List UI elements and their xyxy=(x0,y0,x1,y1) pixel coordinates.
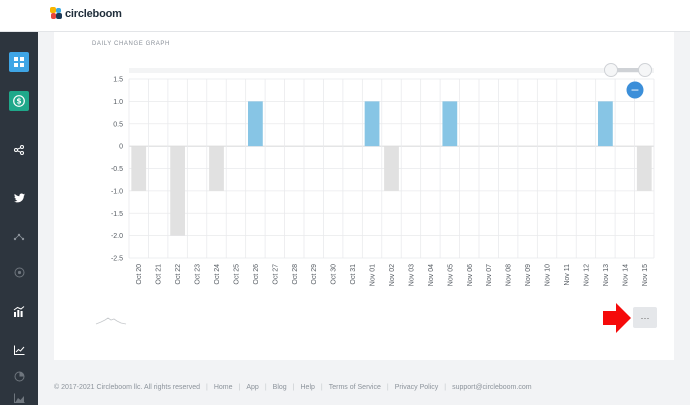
x-tick-label: Nov 15 xyxy=(642,264,649,286)
sidebar-item-pie[interactable] xyxy=(9,366,29,386)
analytics-icon xyxy=(13,305,25,317)
network-icon xyxy=(13,233,25,241)
sidebar-item-target[interactable] xyxy=(9,262,29,282)
bar-nov-15[interactable] xyxy=(636,146,652,191)
x-tick-label: Nov 04 xyxy=(428,264,435,286)
svg-text:$: $ xyxy=(16,97,21,106)
footer: © 2017-2021 Circleboom llc. All rights r… xyxy=(54,384,532,391)
zoom-out-button[interactable]: − xyxy=(626,81,644,99)
y-tick-label: 1.0 xyxy=(113,99,123,106)
x-tick-label: Oct 28 xyxy=(292,264,299,285)
range-scrollbar-track[interactable] xyxy=(129,68,654,73)
footer-link-blog[interactable]: Blog xyxy=(272,384,287,391)
footer-link-terms[interactable]: Terms of Service xyxy=(328,384,381,391)
x-tick-label: Nov 03 xyxy=(408,264,415,286)
zoom-out-icon: − xyxy=(630,84,639,97)
sidebar-item-dollar[interactable]: $ xyxy=(9,91,29,111)
red-arrow-annotation xyxy=(603,303,631,333)
share-icon xyxy=(14,145,24,155)
mini-sparkline xyxy=(95,317,127,325)
x-tick-label: Nov 10 xyxy=(545,264,552,286)
dollar-icon: $ xyxy=(13,95,25,107)
sidebar-item-share[interactable] xyxy=(9,140,29,160)
x-tick-label: Nov 13 xyxy=(603,264,610,286)
more-options-button[interactable]: ··· xyxy=(633,307,657,328)
daily-change-chart: 1.5 1.0 0.5 0 -0.5 -1.0 -1.5 -2.0 -2.5 Oct 20 Oct… xyxy=(95,63,655,325)
footer-link-help[interactable]: Help xyxy=(300,384,315,391)
x-tick-label: Nov 06 xyxy=(467,264,474,286)
bar-oct-24[interactable] xyxy=(209,146,224,191)
brand-name: circleboom xyxy=(65,8,122,20)
range-handle-right[interactable] xyxy=(638,63,652,77)
y-tick-label: 0 xyxy=(119,144,123,151)
y-tick-label: 0.5 xyxy=(113,121,123,128)
bar-nov-02[interactable] xyxy=(384,146,399,191)
y-tick-label: -1.0 xyxy=(111,188,123,195)
target-icon xyxy=(14,267,24,277)
x-tick-label: Nov 09 xyxy=(525,264,532,286)
y-tick-label: -1.5 xyxy=(111,211,123,218)
pie-icon xyxy=(14,371,24,381)
footer-link-privacy[interactable]: Privacy Policy xyxy=(394,384,439,391)
bar-oct-26[interactable] xyxy=(248,101,263,147)
footer-link-home[interactable]: Home xyxy=(213,384,233,391)
bar-nov-05[interactable] xyxy=(442,101,458,147)
bar-nov-01[interactable] xyxy=(364,101,380,147)
x-tick-label: Oct 23 xyxy=(195,264,202,285)
sidebar-item-network[interactable] xyxy=(9,227,29,247)
footer-link-app[interactable]: App xyxy=(246,384,259,391)
sidebar-item-area[interactable] xyxy=(9,388,29,405)
x-tick-label: Nov 01 xyxy=(370,264,377,286)
x-tick-label: Nov 11 xyxy=(564,264,571,286)
y-tick-label: -2.0 xyxy=(111,233,123,240)
bar-nov-13[interactable] xyxy=(598,101,613,147)
bar-oct-20[interactable] xyxy=(131,146,147,191)
circleboom-logo-icon xyxy=(50,7,62,21)
daily-change-card: DAILY CHANGE GRAPH 1.5 1.0 0.5 0 -0.5 -1.0 -1.… xyxy=(54,32,674,360)
footer-email[interactable]: support@circleboom.com xyxy=(452,384,532,391)
x-tick-label: Oct 25 xyxy=(233,264,240,285)
sidebar-item-dashboard[interactable] xyxy=(9,52,29,72)
x-tick-label: Nov 12 xyxy=(583,264,590,286)
sidebar: $ xyxy=(0,32,38,405)
x-tick-label: Oct 29 xyxy=(311,264,318,285)
x-tick-label: Nov 02 xyxy=(389,264,396,286)
x-tick-label: Oct 21 xyxy=(156,264,163,285)
sidebar-item-analytics[interactable] xyxy=(9,301,29,321)
copyright-text: © 2017-2021 Circleboom llc. All rights r… xyxy=(54,384,201,391)
x-tick-label: Nov 14 xyxy=(622,264,629,286)
y-tick-label: 1.5 xyxy=(113,77,123,84)
top-bar: circleboom xyxy=(0,0,690,32)
range-handle-left[interactable] xyxy=(604,63,618,77)
x-tick-label: Oct 27 xyxy=(272,264,279,285)
y-tick-label: -0.5 xyxy=(111,166,123,173)
twitter-icon xyxy=(13,193,25,203)
sidebar-item-trend[interactable] xyxy=(9,340,29,360)
x-tick-label: Oct 31 xyxy=(350,264,357,285)
x-tick-label: Nov 08 xyxy=(506,264,513,286)
bar-oct-22[interactable] xyxy=(170,146,185,236)
trend-icon xyxy=(13,345,24,355)
y-tick-label: -2.5 xyxy=(111,256,123,263)
x-tick-label: Oct 24 xyxy=(214,264,221,285)
x-tick-label: Oct 20 xyxy=(136,264,143,285)
x-tick-label: Nov 07 xyxy=(486,264,493,286)
x-tick-label: Nov 05 xyxy=(447,264,454,286)
x-tick-label: Oct 22 xyxy=(175,264,182,285)
circleboom-logo[interactable]: circleboom xyxy=(50,7,122,21)
x-tick-label: Oct 30 xyxy=(331,264,338,285)
x-tick-label: Oct 26 xyxy=(253,264,260,285)
dashboard-icon xyxy=(14,57,24,67)
sidebar-item-twitter[interactable] xyxy=(9,188,29,208)
card-title: DAILY CHANGE GRAPH xyxy=(92,41,170,47)
area-icon xyxy=(13,393,24,403)
